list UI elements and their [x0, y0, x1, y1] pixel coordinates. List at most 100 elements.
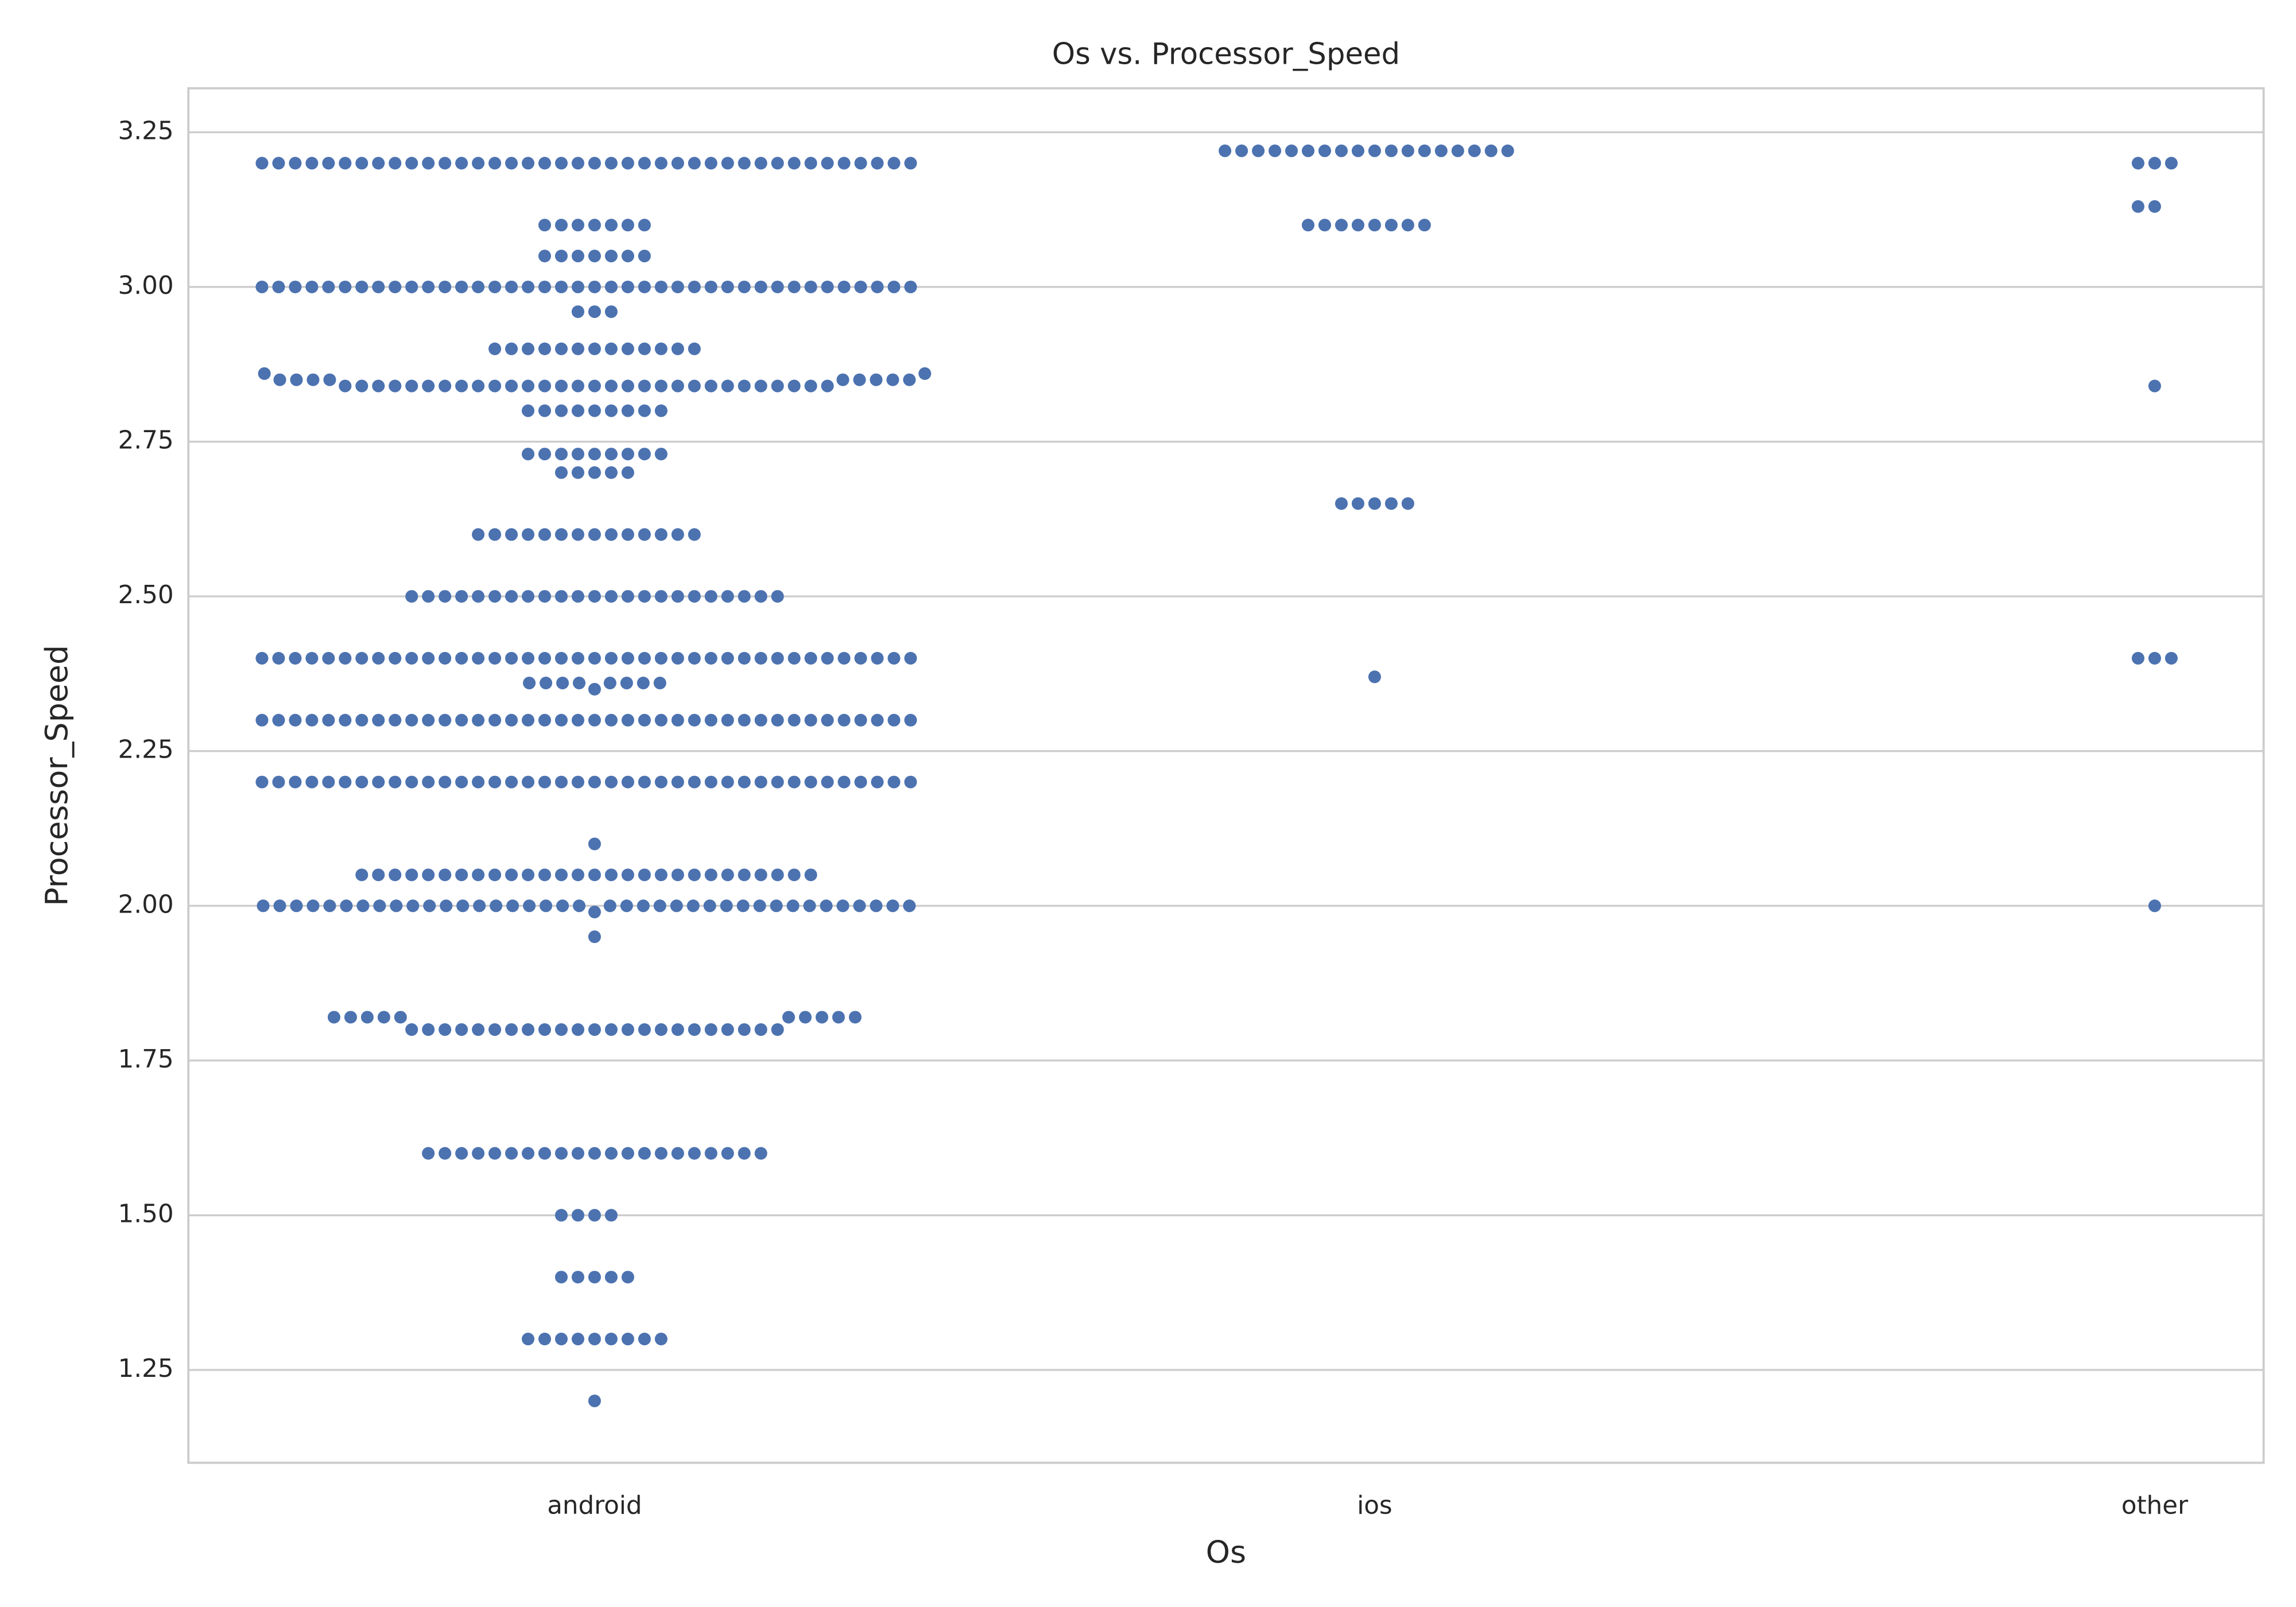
- data-point: [621, 250, 634, 263]
- data-point: [688, 651, 701, 665]
- data-point: [2165, 651, 2178, 665]
- data-point: [854, 157, 867, 170]
- data-point: [327, 1011, 340, 1024]
- data-point: [821, 280, 834, 294]
- data-point: [405, 590, 418, 603]
- data-point: [638, 713, 651, 727]
- data-point: [1351, 497, 1364, 510]
- data-point: [588, 250, 601, 263]
- data-point: [571, 868, 584, 882]
- data-point: [554, 713, 568, 727]
- data-point: [439, 280, 452, 294]
- data-point: [571, 1271, 584, 1284]
- data-point: [1384, 497, 1398, 510]
- data-point: [255, 157, 269, 170]
- data-point: [621, 1333, 634, 1346]
- data-point: [804, 157, 817, 170]
- data-point: [339, 713, 352, 727]
- data-point: [654, 1023, 668, 1036]
- data-point: [521, 590, 535, 603]
- data-point: [588, 280, 601, 294]
- data-point: [721, 280, 734, 294]
- data-point: [422, 775, 435, 789]
- data-point: [654, 342, 668, 355]
- data-point: [355, 651, 369, 665]
- data-point: [556, 899, 569, 913]
- data-point: [688, 713, 701, 727]
- data-point: [272, 651, 285, 665]
- data-point: [488, 157, 502, 170]
- data-point: [571, 590, 584, 603]
- data-point: [837, 651, 851, 665]
- data-point: [621, 590, 634, 603]
- data-point: [854, 775, 867, 789]
- data-point: [439, 713, 452, 727]
- data-point: [538, 342, 552, 355]
- data-point: [871, 280, 884, 294]
- data-point: [588, 157, 601, 170]
- data-point: [523, 899, 536, 913]
- data-point: [887, 713, 901, 727]
- data-point: [422, 713, 435, 727]
- data-point: [554, 448, 568, 461]
- data-point: [505, 379, 518, 393]
- data-point: [621, 466, 634, 479]
- data-point: [455, 1023, 468, 1036]
- data-point: [588, 1271, 601, 1284]
- data-point: [554, 466, 568, 479]
- data-point: [571, 379, 584, 393]
- data-point: [638, 651, 651, 665]
- data-point: [821, 651, 834, 665]
- data-point: [638, 528, 651, 541]
- data-point: [488, 280, 502, 294]
- data-point: [272, 280, 285, 294]
- data-point: [604, 466, 618, 479]
- data-point: [1335, 219, 1348, 232]
- data-point: [355, 775, 369, 789]
- data-point: [521, 775, 535, 789]
- data-point: [538, 157, 552, 170]
- data-point: [305, 280, 319, 294]
- data-point: [721, 651, 734, 665]
- data-point: [571, 157, 584, 170]
- data-point: [671, 1147, 684, 1160]
- data-point: [637, 677, 650, 690]
- data-point: [721, 379, 734, 393]
- data-point: [871, 157, 884, 170]
- data-point: [2131, 651, 2144, 665]
- data-point: [588, 1333, 601, 1346]
- data-point: [554, 379, 568, 393]
- x-tick-label: android: [547, 1492, 642, 1520]
- data-point: [604, 1147, 618, 1160]
- data-point: [671, 379, 684, 393]
- data-point: [289, 775, 302, 789]
- data-point: [871, 775, 884, 789]
- data-point: [836, 899, 850, 913]
- data-point: [771, 1023, 784, 1036]
- data-point: [472, 1147, 485, 1160]
- data-point: [554, 590, 568, 603]
- data-point: [621, 713, 634, 727]
- data-point: [1368, 219, 1381, 232]
- data-point: [272, 157, 285, 170]
- data-point: [638, 404, 651, 417]
- data-point: [2148, 157, 2161, 170]
- data-point: [854, 280, 867, 294]
- data-point: [373, 899, 386, 913]
- data-point: [871, 651, 884, 665]
- data-point: [572, 899, 586, 913]
- data-point: [1368, 497, 1381, 510]
- data-point: [488, 342, 502, 355]
- data-point: [788, 775, 801, 789]
- data-point: [422, 590, 435, 603]
- data-point: [455, 868, 468, 882]
- data-point: [654, 280, 668, 294]
- data-point: [804, 713, 817, 727]
- data-point: [1285, 144, 1298, 157]
- data-point: [488, 590, 502, 603]
- data-point: [670, 899, 683, 913]
- data-point: [538, 1333, 552, 1346]
- data-point: [322, 280, 335, 294]
- data-point: [837, 775, 851, 789]
